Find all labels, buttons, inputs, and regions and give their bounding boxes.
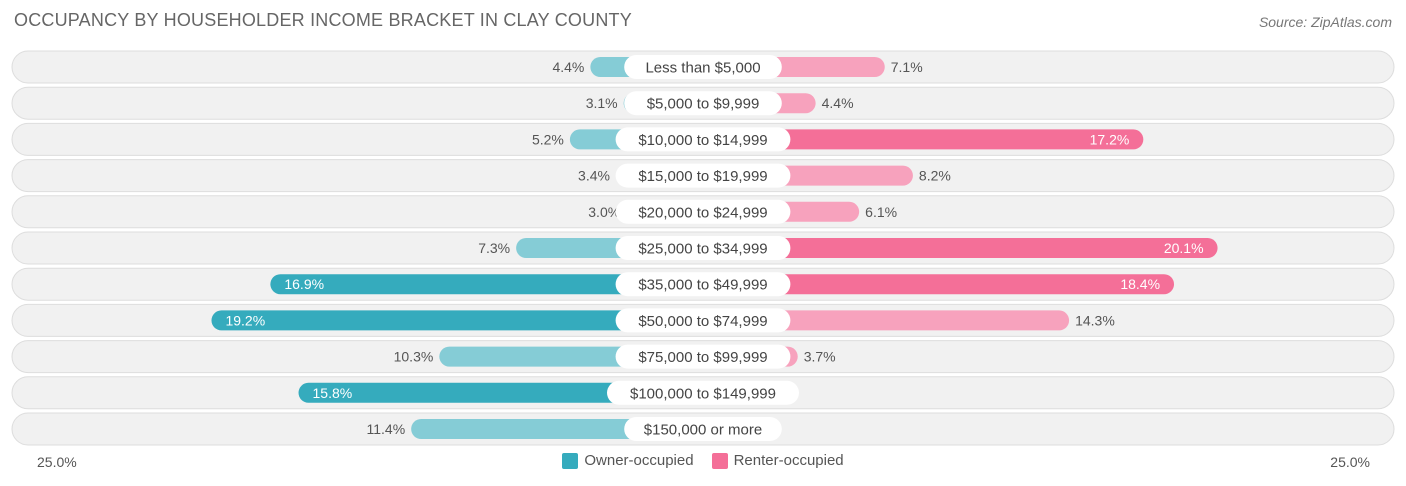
category-label: $20,000 to $24,999 <box>638 204 767 221</box>
axis-right-label: 25.0% <box>1330 454 1370 470</box>
category-label-pill <box>615 344 791 369</box>
category-label-pill <box>615 272 791 297</box>
legend-swatch-owner <box>562 452 579 469</box>
axis-left-label: 25.0% <box>37 454 77 470</box>
owner-value-label: 16.9% <box>284 276 324 292</box>
renter-bar <box>703 274 1175 295</box>
legend-swatch-renter <box>711 452 728 469</box>
category-label-pill <box>615 308 791 333</box>
chart-canvas: 4.4% 7.1% Less than $5,000 3.1% 4.4% $5,000 t… <box>11 50 1395 446</box>
category-label-pill <box>615 236 791 260</box>
category-label-pill <box>615 127 791 152</box>
renter-value-label: 3.7% <box>804 349 836 365</box>
category-label: Less than $5,000 <box>645 60 760 77</box>
renter-value-label: 17.2% <box>1090 131 1130 147</box>
owner-value-label: 10.3% <box>394 349 434 365</box>
category-label-pill <box>615 199 791 224</box>
category-label: $150,000 or more <box>644 422 762 439</box>
legend-label-owner: Owner-occupied <box>584 452 694 469</box>
owner-value-label: 3.0% <box>588 204 620 220</box>
owner-bar <box>211 310 704 331</box>
renter-bar <box>703 238 1218 258</box>
renter-bar <box>703 129 1144 150</box>
category-label: $25,000 to $34,999 <box>638 241 767 258</box>
category-label: $100,000 to $149,999 <box>630 385 776 402</box>
category-label: $50,000 to $74,999 <box>638 313 767 330</box>
chart-title: OCCUPANCY BY HOUSEHOLDER INCOME BRACKET … <box>14 10 632 30</box>
owner-value-label: 15.8% <box>313 385 353 401</box>
owner-value-label: 11.4% <box>366 421 405 437</box>
legend-label-renter: Renter-occupied <box>733 452 844 469</box>
renter-value-label: 20.1% <box>1164 240 1204 256</box>
category-label: $10,000 to $14,999 <box>638 132 767 149</box>
renter-value-label: 18.4% <box>1120 276 1160 292</box>
renter-value-label: 14.3% <box>1075 312 1115 328</box>
owner-value-label: 19.2% <box>225 312 265 328</box>
owner-value-label: 3.1% <box>586 95 618 111</box>
category-label-pill <box>624 55 782 79</box>
category-label: $35,000 to $49,999 <box>638 277 767 294</box>
category-label-pill <box>624 417 782 441</box>
owner-value-label: 3.4% <box>578 168 610 184</box>
legend-item-renter[interactable]: Renter-occupied <box>711 452 844 469</box>
legend-item-owner[interactable]: Owner-occupied <box>562 452 694 469</box>
owner-value-label: 4.4% <box>552 59 584 75</box>
owner-value-label: 5.2% <box>532 131 564 147</box>
renter-value-label: 7.1% <box>891 59 923 75</box>
legend: Owner-occupied Renter-occupied <box>0 452 1406 469</box>
owner-bar <box>298 382 703 403</box>
category-label-pill <box>624 91 782 116</box>
category-label-pill <box>607 380 799 405</box>
category-label-pill <box>615 163 791 188</box>
owner-value-label: 7.3% <box>478 240 510 256</box>
category-label: $15,000 to $19,999 <box>638 168 767 185</box>
category-label: $75,000 to $99,999 <box>638 349 767 366</box>
category-label: $5,000 to $9,999 <box>647 96 760 113</box>
source-label: Source: ZipAtlas.com <box>1258 14 1392 30</box>
renter-value-label: 6.1% <box>865 204 897 220</box>
renter-value-label: 4.4% <box>822 95 854 111</box>
renter-bar <box>703 310 1070 331</box>
renter-value-label: 8.2% <box>919 168 951 184</box>
owner-bar <box>270 274 703 295</box>
